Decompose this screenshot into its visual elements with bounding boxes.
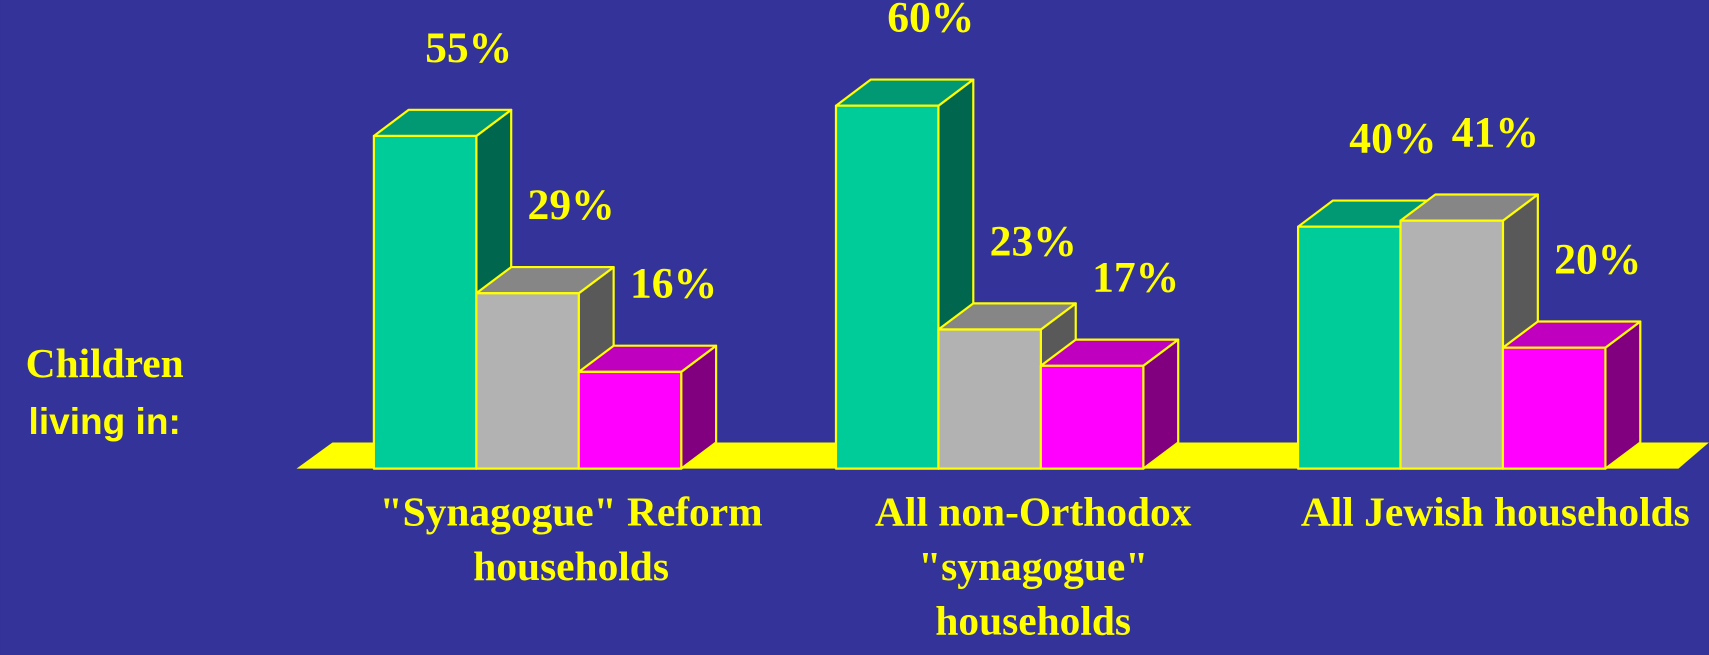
x-tick-label-line: households xyxy=(935,597,1131,643)
x-tick-label: All Jewish households xyxy=(1301,488,1690,534)
bar xyxy=(372,134,478,470)
x-tick-label: All non-Orthodox "synagogue" households xyxy=(875,488,1192,643)
bar xyxy=(475,292,580,470)
x-tick-label: "Synagogue" Reform households xyxy=(380,488,763,588)
bar xyxy=(1296,225,1402,470)
value-label: 40% xyxy=(1349,115,1436,163)
side-label: Children xyxy=(26,340,184,386)
bar xyxy=(834,104,940,470)
value-label: 41% xyxy=(1452,109,1539,157)
value-label: 23% xyxy=(990,217,1077,265)
bar xyxy=(577,370,683,470)
value-label: 55% xyxy=(425,24,512,72)
x-tick-label-line: All non-Orthodox xyxy=(875,488,1192,534)
x-tick-label-line: All Jewish households xyxy=(1301,488,1690,534)
x-tick-label-line: "Synagogue" Reform xyxy=(380,488,763,534)
bar xyxy=(1399,219,1505,470)
value-label: 60% xyxy=(887,0,974,42)
x-tick-label-line: "synagogue" xyxy=(918,543,1148,589)
side-label: living in: xyxy=(29,400,181,442)
value-label: 16% xyxy=(630,260,717,308)
bar xyxy=(1501,346,1607,470)
value-label: 29% xyxy=(528,181,615,229)
bar xyxy=(937,328,1042,470)
value-label: 20% xyxy=(1554,236,1641,284)
bar xyxy=(1039,364,1145,470)
x-tick-label-line: households xyxy=(473,543,669,589)
value-label: 17% xyxy=(1092,254,1179,302)
